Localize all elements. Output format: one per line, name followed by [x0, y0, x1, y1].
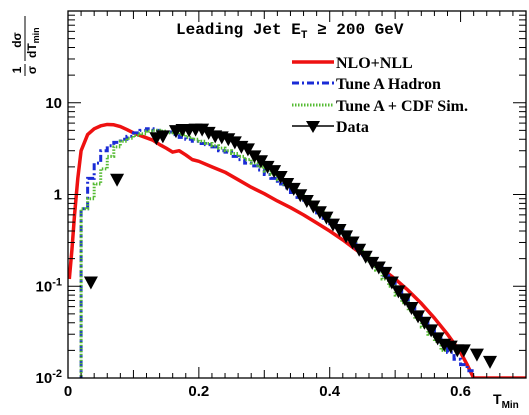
data-point	[424, 324, 439, 338]
data-point	[378, 266, 393, 280]
series-tune-a-cdf-sim-line	[79, 128, 448, 378]
legend-swatch-data-marker	[306, 121, 320, 133]
data-point	[227, 136, 242, 150]
x-tick-label: 0.2	[188, 383, 209, 400]
data-point	[319, 211, 334, 225]
data-point	[371, 261, 386, 275]
y-tick-label: 10	[45, 95, 62, 112]
data-point	[352, 243, 367, 257]
data-point	[280, 178, 295, 192]
x-tick-label: 0.4	[319, 383, 341, 400]
data-point	[443, 340, 458, 354]
data-point	[260, 160, 275, 174]
data-point	[345, 236, 360, 250]
y-title-den: σ	[25, 66, 39, 74]
y-axis-title: 1 σ dσ dTmin	[10, 16, 41, 76]
data-point	[391, 285, 406, 299]
data-point	[247, 150, 262, 164]
legend: NLO+NLL Tune A Hadron Tune A + CDF Sim. …	[292, 55, 468, 136]
data-point	[201, 126, 216, 140]
data-point	[110, 173, 125, 187]
y-tick-label: 10-1	[36, 276, 62, 295]
data-point	[273, 171, 288, 185]
x-tick-label: 0.6	[450, 383, 471, 400]
data-point	[312, 206, 327, 220]
y-tick-label: 10-2	[36, 368, 62, 387]
data-point	[240, 143, 255, 157]
data-point	[397, 293, 412, 307]
plot-frame	[67, 10, 527, 379]
data-point	[155, 130, 170, 144]
legend-label-data: Data	[336, 119, 369, 136]
legend-label-tune-a-hadron: Tune A Hadron	[336, 76, 441, 93]
marker-layer	[83, 123, 498, 369]
data-point	[195, 123, 210, 137]
data-point	[365, 256, 380, 270]
data-point	[404, 301, 419, 315]
data-point	[456, 344, 471, 358]
y-tick-label: 1	[54, 187, 62, 204]
data-point	[469, 348, 484, 362]
series-nlo-nll-line	[68, 122, 526, 378]
legend-label-nlo-nll: NLO+NLL	[336, 55, 413, 72]
x-axis-title: TMin	[493, 391, 519, 411]
data-point	[483, 355, 498, 369]
data-point	[417, 316, 432, 330]
series-layer	[68, 122, 526, 378]
y-title-num: 1	[10, 66, 24, 73]
data-point	[299, 194, 314, 208]
data-point	[254, 155, 269, 169]
annotation: Leading Jet ET ≥ 200 GeV	[176, 21, 404, 42]
data-point	[83, 276, 98, 290]
y-title-dden: dTmin	[25, 27, 41, 58]
legend-label-tune-a-cdf-sim: Tune A + CDF Sim.	[336, 98, 468, 115]
y-title-dnum: dσ	[10, 32, 24, 48]
x-tick-label: 0	[64, 383, 72, 400]
data-point	[325, 218, 340, 232]
data-point	[384, 276, 399, 290]
